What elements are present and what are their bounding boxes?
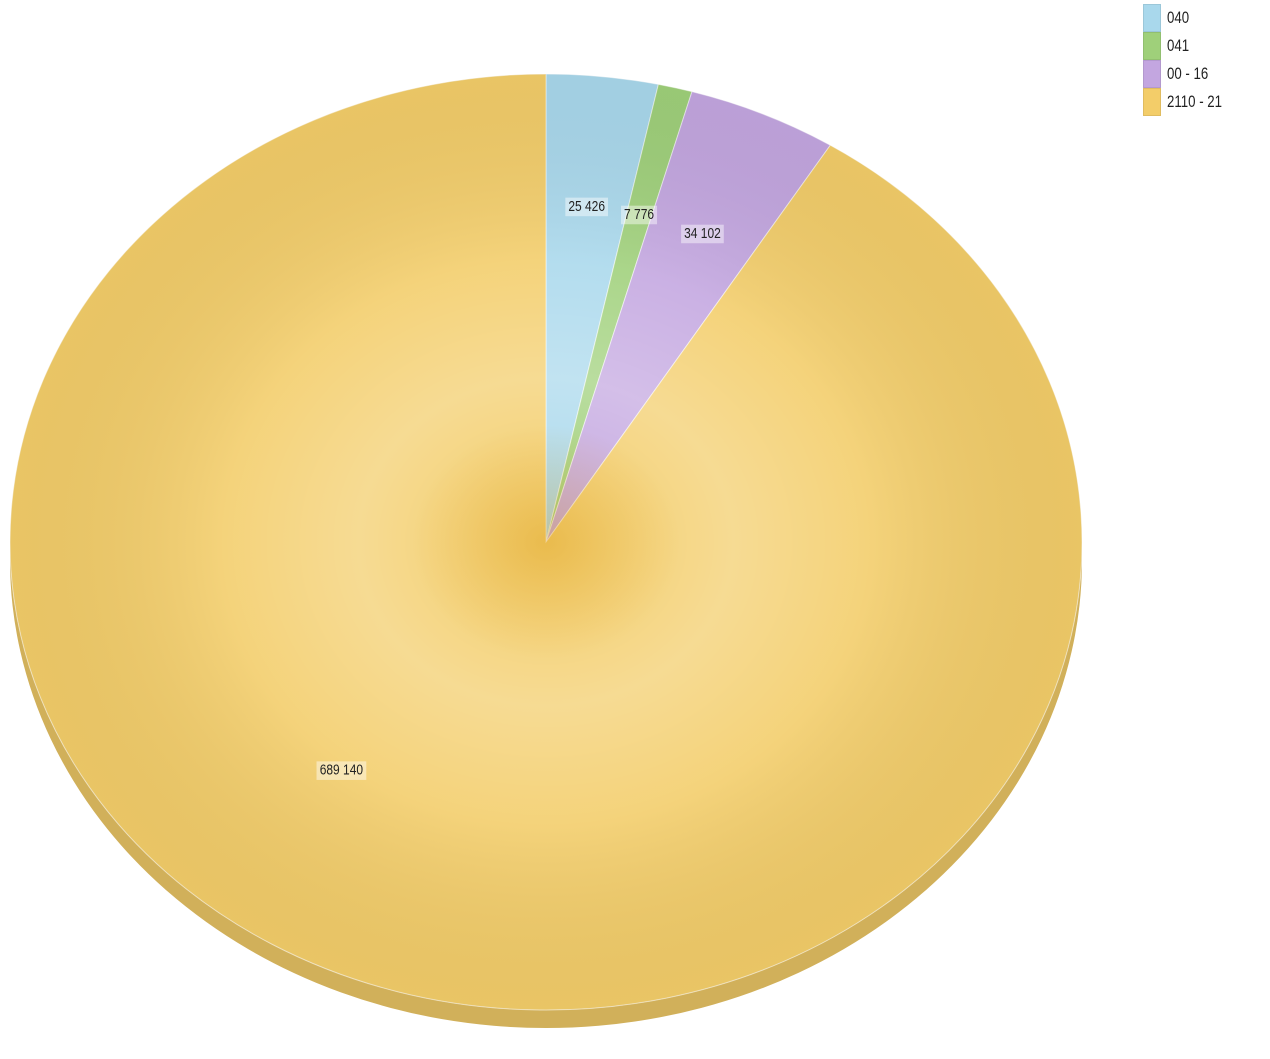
pie-data-labels: 25 426 7 776 34 102 689 140 (316, 197, 724, 780)
legend-label: 040 (1167, 8, 1190, 27)
legend-item-041: 041 (1143, 32, 1268, 60)
legend-item-040: 040 (1143, 4, 1268, 32)
data-label-background (565, 197, 609, 217)
legend-label: 00 - 16 (1167, 64, 1209, 83)
legend-swatch (1143, 32, 1161, 60)
legend-item-2110-21: 2110 - 21 (1143, 88, 1268, 116)
data-label-040: 25 426 (565, 197, 609, 217)
data-label-00-16: 34 102 (681, 225, 724, 244)
legend-swatch (1143, 60, 1161, 88)
data-label-text: 7 776 (624, 206, 654, 223)
legend-swatch (1143, 88, 1161, 116)
legend: 040 041 00 - 16 2110 - 21 (1143, 4, 1268, 116)
data-label-background (681, 224, 724, 244)
pie-slice-2110-21 (9, 73, 1083, 1011)
data-label-text: 25 426 (568, 198, 605, 215)
data-label-background (316, 761, 367, 780)
legend-item-00-16: 00 - 16 (1143, 60, 1268, 88)
data-label-text: 34 102 (684, 225, 721, 242)
legend-label: 041 (1167, 36, 1190, 55)
pie-slices (9, 73, 1083, 1011)
legend-label: 2110 - 21 (1167, 92, 1223, 111)
data-label-background (621, 205, 658, 225)
data-label-2110-21: 689 140 (316, 761, 367, 780)
data-label-text: 689 140 (320, 761, 364, 778)
legend-swatch (1143, 4, 1161, 32)
data-label-041: 7 776 (621, 205, 658, 225)
